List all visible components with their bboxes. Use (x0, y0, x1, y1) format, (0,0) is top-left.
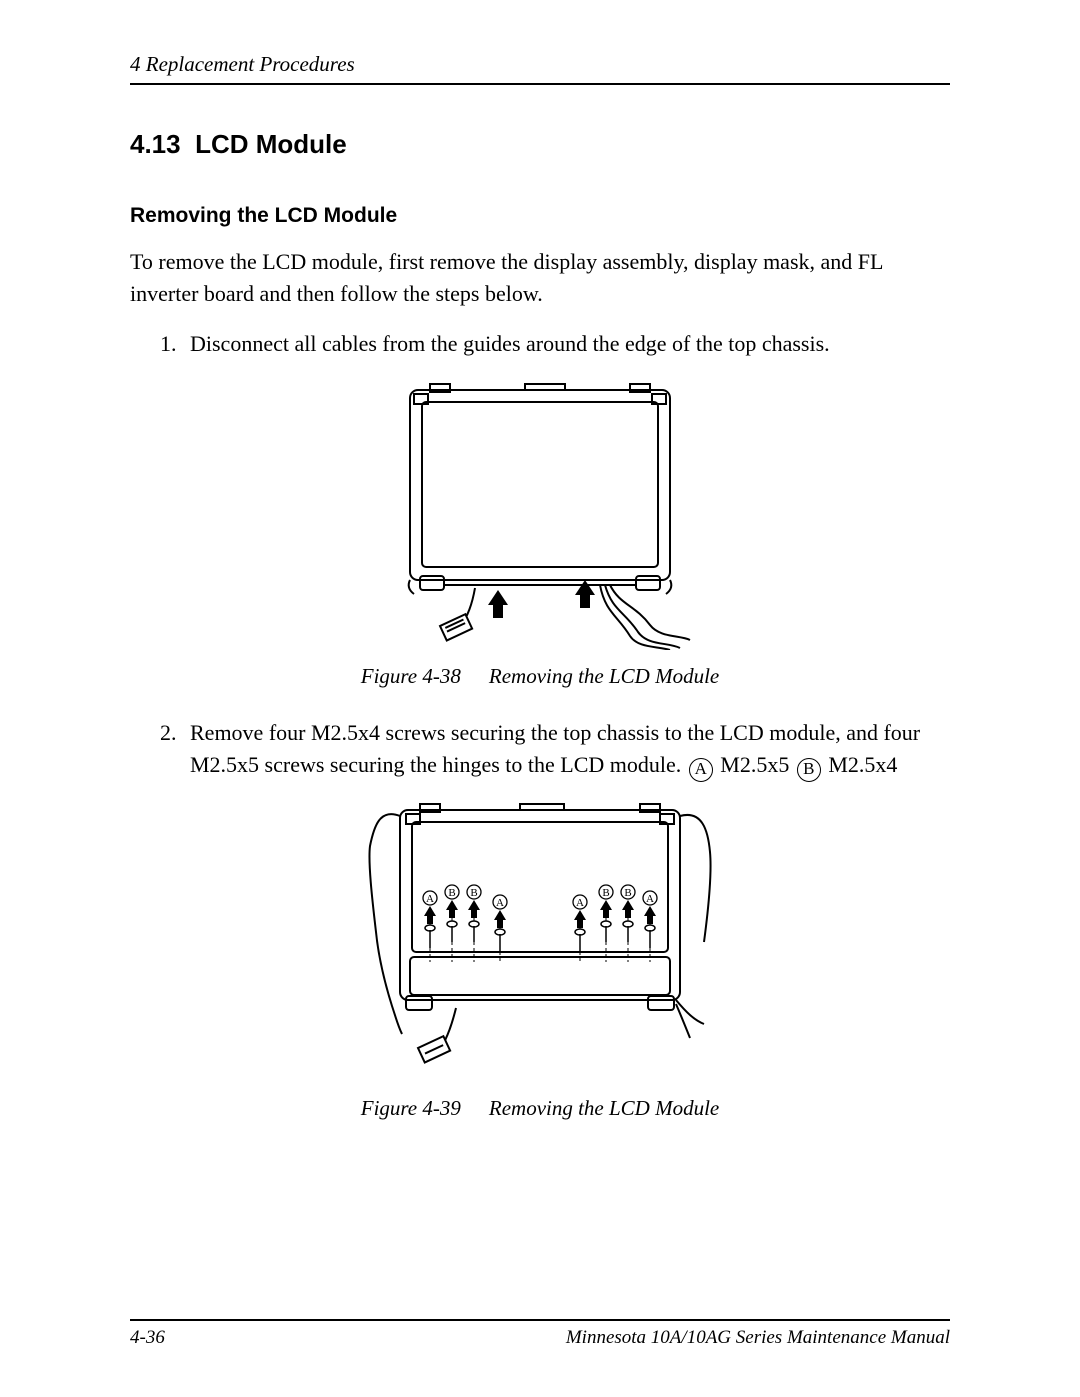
step2-specb: M2.5x4 (823, 752, 898, 777)
page-number: 4-36 (130, 1327, 165, 1349)
figure-caption-text: Removing the LCD Module (489, 664, 719, 688)
section-number: 4.13 (130, 129, 181, 159)
intro-paragraph: To remove the LCD module, first remove t… (130, 246, 950, 310)
list-text: Disconnect all cables from the guides ar… (190, 328, 950, 360)
ordered-list: 1. Disconnect all cables from the guides… (130, 328, 950, 360)
svg-text:A: A (496, 897, 504, 909)
figure-4-39-svg: A B (360, 802, 720, 1082)
doc-title: Minnesota 10A/10AG Series Maintenance Ma… (566, 1327, 950, 1349)
ordered-list-cont: 2. Remove four M2.5x4 screws securing th… (130, 717, 950, 782)
figure-4-38-caption: Figure 4-38 Removing the LCD Module (130, 664, 950, 689)
circled-b-icon: B (797, 758, 821, 782)
svg-text:B: B (602, 887, 609, 899)
section-name: LCD Module (195, 129, 347, 159)
section-title: 4.13 LCD Module (130, 129, 950, 160)
list-text: Remove four M2.5x4 screws securing the t… (190, 717, 950, 782)
figure-label: Figure 4-38 (361, 664, 461, 688)
svg-text:B: B (470, 887, 477, 899)
figure-4-38-svg (380, 380, 700, 650)
list-item: 1. Disconnect all cables from the guides… (160, 328, 950, 360)
subsection-title: Removing the LCD Module (130, 204, 950, 228)
svg-text:A: A (576, 897, 584, 909)
svg-text:A: A (426, 893, 434, 905)
running-head: 4 Replacement Procedures (130, 52, 950, 85)
list-number: 1. (160, 328, 190, 360)
list-item: 2. Remove four M2.5x4 screws securing th… (160, 717, 950, 782)
figure-4-39-caption: Figure 4-39 Removing the LCD Module (130, 1096, 950, 1121)
svg-text:A: A (646, 893, 654, 905)
page-footer: 4-36 Minnesota 10A/10AG Series Maintenan… (130, 1319, 950, 1349)
list-number: 2. (160, 717, 190, 782)
svg-text:B: B (448, 887, 455, 899)
step2-speca: M2.5x5 (715, 752, 795, 777)
figure-label: Figure 4-39 (361, 1096, 461, 1120)
figure-4-39: A B (130, 802, 950, 1082)
svg-text:B: B (624, 887, 631, 899)
circled-a-icon: A (689, 758, 713, 782)
figure-caption-text: Removing the LCD Module (489, 1096, 719, 1120)
figure-4-38 (130, 380, 950, 650)
page: 4 Replacement Procedures 4.13 LCD Module… (0, 0, 1080, 1397)
